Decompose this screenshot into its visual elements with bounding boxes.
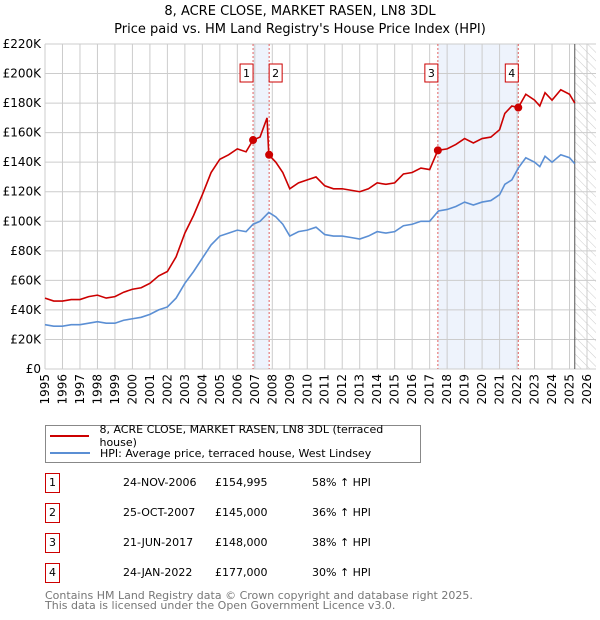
series-line <box>44 88 576 302</box>
sale-id: 1 <box>45 473 60 493</box>
sale-period-shade <box>437 44 519 369</box>
x-tick-label: 1998 <box>90 374 104 405</box>
x-tick-label: 1997 <box>73 374 87 405</box>
footer-copyright: Contains HM Land Registry data © Crown c… <box>45 589 473 602</box>
forecast-hatch <box>574 44 596 369</box>
x-tick-label: 2026 <box>580 374 594 405</box>
sale-date: 25-OCT-2007 <box>123 506 196 519</box>
x-tick-label: 1999 <box>108 374 122 405</box>
sale-point <box>514 103 523 112</box>
sale-price: £177,000 <box>215 566 268 579</box>
sale-label: 3 <box>428 67 435 80</box>
y-tick-label: £120K <box>3 185 43 199</box>
legend-swatch-red <box>50 435 90 437</box>
x-tick-label: 2011 <box>318 374 332 405</box>
sale-label: 4 <box>508 67 515 80</box>
y-tick-label: £100K <box>3 214 43 228</box>
sale-label-box <box>424 63 439 83</box>
sale-id: 4 <box>45 563 60 583</box>
sale-point <box>265 150 274 159</box>
x-tick-label: 2023 <box>528 374 542 405</box>
footer-licence: This data is licensed under the Open Gov… <box>45 599 396 612</box>
y-tick-label: £40K <box>10 303 42 317</box>
legend-item-hpi: HPI: Average price, terraced house, West… <box>50 445 371 461</box>
x-tick-label: 2025 <box>563 374 577 405</box>
y-tick-label: £0 <box>26 362 41 376</box>
x-tick-label: 1995 <box>38 374 52 405</box>
y-tick-label: £60K <box>10 273 42 287</box>
sale-period-shade <box>253 44 270 369</box>
sale-label: 1 <box>243 67 250 80</box>
x-tick-label: 2010 <box>300 374 314 405</box>
x-tick-label: 2015 <box>388 374 402 405</box>
legend: 8, ACRE CLOSE, MARKET RASEN, LN8 3DL (te… <box>45 423 421 463</box>
sale-date: 21-JUN-2017 <box>123 536 194 549</box>
sale-point <box>249 136 258 145</box>
sale-id: 3 <box>45 533 60 553</box>
x-tick-label: 2007 <box>248 374 262 405</box>
sale-date: 24-JAN-2022 <box>123 566 193 579</box>
y-tick-label: £220K <box>3 37 43 51</box>
x-tick-label: 2006 <box>230 374 244 405</box>
sale-hpi: 38% ↑ HPI <box>312 536 371 549</box>
y-tick-label: £140K <box>3 155 43 169</box>
sale-label-box <box>504 63 519 83</box>
y-tick-label: £80K <box>10 244 42 258</box>
x-tick-label: 2016 <box>405 374 419 405</box>
x-tick-label: 2020 <box>475 374 489 405</box>
y-tick-label: £160K <box>3 126 43 140</box>
x-tick-label: 2012 <box>335 374 349 405</box>
x-tick-label: 2008 <box>265 374 279 405</box>
sale-hpi: 36% ↑ HPI <box>312 506 371 519</box>
x-tick-label: 2021 <box>493 374 507 405</box>
legend-label: 8, ACRE CLOSE, MARKET RASEN, LN8 3DL (te… <box>99 423 384 449</box>
sale-price: £148,000 <box>215 536 268 549</box>
x-tick-label: 2004 <box>195 374 209 405</box>
y-tick-label: £200K <box>3 67 43 81</box>
x-tick-label: 2003 <box>178 374 192 405</box>
chart-subtitle: Price paid vs. HM Land Registry's House … <box>114 22 486 37</box>
sale-label: 2 <box>272 67 279 80</box>
sale-date: 24-NOV-2006 <box>123 476 197 489</box>
series-line <box>44 153 576 327</box>
sale-price: £154,995 <box>215 476 268 489</box>
x-tick-label: 2024 <box>545 374 559 405</box>
y-tick-label: £180K <box>3 96 43 110</box>
sale-label-box <box>239 63 254 83</box>
sale-label-box <box>268 63 283 83</box>
legend-item-property: 8, ACRE CLOSE, MARKET RASEN, LN8 3DL (te… <box>50 423 420 449</box>
legend-swatch-blue <box>50 452 90 454</box>
x-tick-label: 2009 <box>283 374 297 405</box>
x-tick-label: 2019 <box>458 374 472 405</box>
sale-id: 2 <box>45 503 60 523</box>
x-tick-label: 1996 <box>55 374 69 405</box>
chart-title: 8, ACRE CLOSE, MARKET RASEN, LN8 3DL <box>164 4 436 19</box>
x-tick-label: 2002 <box>160 374 174 405</box>
x-tick-label: 2018 <box>440 374 454 405</box>
x-tick-label: 2000 <box>125 374 139 405</box>
sale-hpi: 30% ↑ HPI <box>312 566 371 579</box>
x-tick-label: 2001 <box>143 374 157 405</box>
x-tick-label: 2014 <box>370 374 384 405</box>
sale-price: £145,000 <box>215 506 268 519</box>
legend-label: HPI: Average price, terraced house, West… <box>100 446 372 460</box>
y-tick-label: £20K <box>10 332 42 346</box>
price-chart: 1995 1996 1997 1998 1999 2000 2001 2002 2003 2004… <box>3 37 596 405</box>
sale-hpi: 58% ↑ HPI <box>312 476 371 489</box>
x-tick-label: 2022 <box>510 374 524 405</box>
x-tick-label: 2005 <box>213 374 227 405</box>
x-tick-label: 2017 <box>423 374 437 405</box>
x-tick-label: 2013 <box>353 374 367 405</box>
sale-point <box>433 146 442 155</box>
